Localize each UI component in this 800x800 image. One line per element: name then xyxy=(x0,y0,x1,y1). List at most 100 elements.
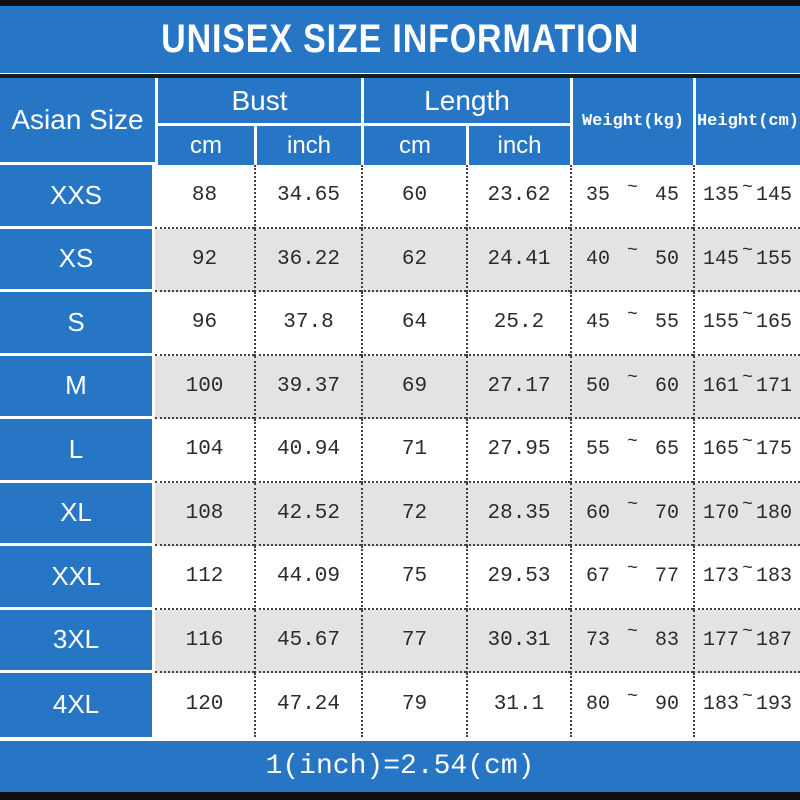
weight-min: 55 xyxy=(586,438,611,462)
subheader-length-cm: cm xyxy=(361,123,466,165)
height-max: 183 xyxy=(755,565,792,589)
height-min: 161 xyxy=(703,374,740,398)
tilde-symbol: ~ xyxy=(627,431,638,452)
weight-range: 45 ~ 55 xyxy=(570,292,693,356)
height-range: 145 ~ 155 xyxy=(693,228,800,292)
weight-range: 80 ~ 90 xyxy=(570,673,693,737)
bust-cm-value: 92 xyxy=(155,228,254,292)
bust-cm-value: 100 xyxy=(155,355,254,419)
length-inch-value: 30.31 xyxy=(466,609,570,673)
tilde-symbol: ~ xyxy=(627,558,638,579)
weight-range: 55 ~ 65 xyxy=(570,419,693,483)
bust-inch-value: 45.67 xyxy=(254,609,361,673)
weight-max: 50 xyxy=(654,247,679,271)
tilde-symbol: ~ xyxy=(742,177,753,198)
weight-range: 40 ~ 50 xyxy=(570,228,693,292)
length-inch-value: 23.62 xyxy=(466,165,570,229)
weight-min: 35 xyxy=(586,184,611,208)
bust-inch-value: 47.24 xyxy=(254,673,361,737)
subheader-length-inch: inch xyxy=(466,123,570,165)
bust-inch-value: 37.8 xyxy=(254,292,361,356)
footer-gap xyxy=(0,736,800,741)
size-label: 4XL xyxy=(0,673,155,737)
size-label: 3XL xyxy=(0,609,155,673)
weight-min: 67 xyxy=(586,565,611,589)
size-label: L xyxy=(0,419,155,483)
subheader-bust-inch: inch xyxy=(254,123,361,165)
bust-inch-value: 36.22 xyxy=(254,228,361,292)
height-range: 165 ~ 175 xyxy=(693,419,800,483)
height-min: 183 xyxy=(703,693,740,717)
weight-min: 45 xyxy=(586,311,611,335)
banner-divider xyxy=(0,73,800,78)
subheader-bust-cm: cm xyxy=(155,123,254,165)
weight-max: 90 xyxy=(654,693,679,717)
size-label: S xyxy=(0,292,155,356)
tilde-symbol: ~ xyxy=(742,686,753,707)
height-max: 175 xyxy=(755,438,792,462)
height-min: 173 xyxy=(703,565,740,589)
length-inch-value: 29.53 xyxy=(466,546,570,610)
weight-min: 73 xyxy=(586,628,611,652)
height-range: 173 ~ 183 xyxy=(693,546,800,610)
weight-range: 67 ~ 77 xyxy=(570,546,693,610)
length-cm-value: 69 xyxy=(361,355,466,419)
height-max: 193 xyxy=(755,693,792,717)
footer-banner: 1(inch)=2.54(cm) xyxy=(0,740,800,792)
weight-max: 77 xyxy=(654,565,679,589)
length-cm-value: 79 xyxy=(361,673,466,737)
length-inch-value: 28.35 xyxy=(466,482,570,546)
height-max: 145 xyxy=(755,184,792,208)
height-max: 155 xyxy=(755,247,792,271)
tilde-symbol: ~ xyxy=(627,177,638,198)
weight-range: 60 ~ 70 xyxy=(570,482,693,546)
height-range: 161 ~ 171 xyxy=(693,355,800,419)
weight-max: 65 xyxy=(654,438,679,462)
bust-inch-value: 34.65 xyxy=(254,165,361,229)
height-range: 135 ~ 145 xyxy=(693,165,800,229)
size-label: XXL xyxy=(0,546,155,610)
height-range: 177 ~ 187 xyxy=(693,609,800,673)
weight-range: 50 ~ 60 xyxy=(570,355,693,419)
weight-max: 70 xyxy=(654,501,679,525)
length-cm-value: 62 xyxy=(361,228,466,292)
length-inch-value: 31.1 xyxy=(466,673,570,737)
tilde-symbol: ~ xyxy=(742,368,753,389)
tilde-symbol: ~ xyxy=(742,431,753,452)
weight-min: 50 xyxy=(586,374,611,398)
height-min: 177 xyxy=(703,628,740,652)
length-cm-value: 64 xyxy=(361,292,466,356)
size-label: XS xyxy=(0,228,155,292)
tilde-symbol: ~ xyxy=(742,241,753,262)
tilde-symbol: ~ xyxy=(627,304,638,325)
bust-cm-value: 112 xyxy=(155,546,254,610)
size-table: Asian Size Bust Length Weight(kg) Height… xyxy=(0,78,800,737)
weight-min: 60 xyxy=(586,501,611,525)
height-range: 183 ~ 193 xyxy=(693,673,800,737)
column-header-weight: Weight(kg) xyxy=(570,78,693,165)
height-range: 170 ~ 180 xyxy=(693,482,800,546)
bust-cm-value: 120 xyxy=(155,673,254,737)
weight-range: 73 ~ 83 xyxy=(570,609,693,673)
length-cm-value: 77 xyxy=(361,609,466,673)
weight-max: 60 xyxy=(654,374,679,398)
size-label: M xyxy=(0,355,155,419)
page-title: UNISEX SIZE INFORMATION xyxy=(161,17,639,61)
bottom-black-bar xyxy=(0,791,800,800)
height-range: 155 ~ 165 xyxy=(693,292,800,356)
weight-max: 45 xyxy=(654,184,679,208)
tilde-symbol: ~ xyxy=(742,558,753,579)
column-header-bust: Bust xyxy=(155,78,361,123)
height-max: 180 xyxy=(755,501,792,525)
bust-cm-value: 116 xyxy=(155,609,254,673)
bust-cm-value: 108 xyxy=(155,482,254,546)
bust-cm-value: 88 xyxy=(155,165,254,229)
length-inch-value: 25.2 xyxy=(466,292,570,356)
weight-min: 80 xyxy=(586,693,611,717)
height-min: 135 xyxy=(703,184,740,208)
length-cm-value: 71 xyxy=(361,419,466,483)
tilde-symbol: ~ xyxy=(627,686,638,707)
bust-inch-value: 40.94 xyxy=(254,419,361,483)
bust-inch-value: 42.52 xyxy=(254,482,361,546)
length-cm-value: 75 xyxy=(361,546,466,610)
